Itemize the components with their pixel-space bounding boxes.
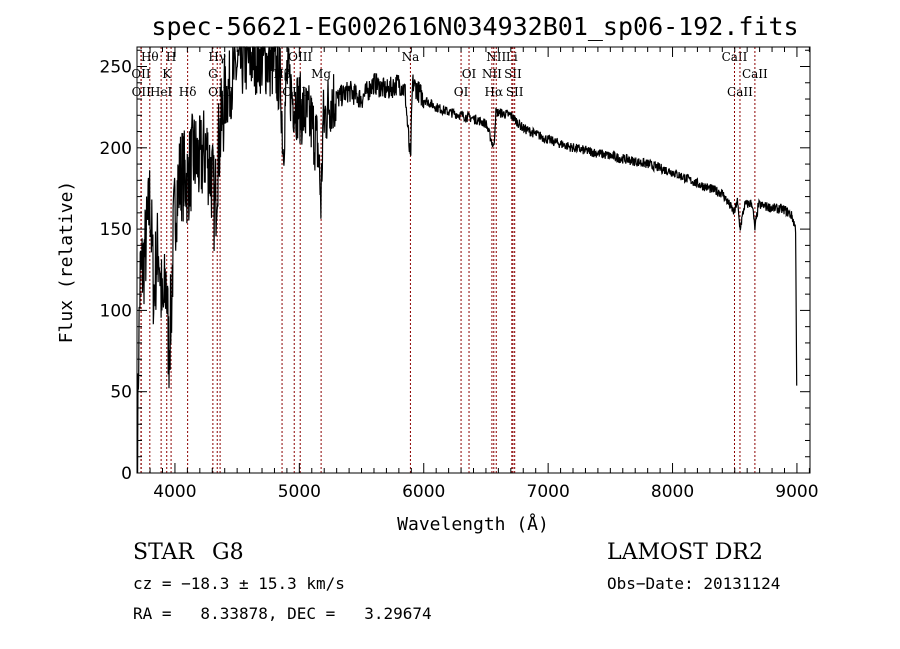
line-label: G [208, 67, 218, 81]
line-label: SII [504, 67, 522, 81]
x-axis-label: Wavelength (Å) [397, 513, 549, 535]
line-label: CaII [742, 67, 768, 81]
line-label: OI [462, 67, 477, 81]
line-label: NII [482, 67, 502, 81]
line-label: K [162, 67, 172, 81]
line-label: CaII [727, 85, 753, 99]
y-tick-label: 0 [121, 464, 132, 484]
redshift-cz: cz = −18.3 ± 15.3 km/s [133, 574, 345, 593]
x-tick-label: 7000 [527, 482, 570, 502]
line-label: CaII [722, 50, 748, 64]
y-tick-label: 150 [100, 220, 132, 240]
line-label: Hθ [141, 50, 159, 64]
y-axis-label: Flux (relative) [56, 181, 77, 344]
line-label: NII [486, 50, 506, 64]
line-label: OIII [288, 50, 312, 64]
chart-title: spec-56621-EG002616N034932B01_sp06-192.f… [151, 12, 798, 41]
line-label: Hα [484, 85, 503, 99]
line-label: Mg [311, 67, 331, 81]
line-label: Hγ [208, 50, 226, 64]
y-tick-label: 100 [100, 301, 132, 321]
y-tick-label: 250 [100, 58, 132, 78]
plot-frame [136, 46, 811, 474]
obs-date: Obs−Date: 20131124 [607, 574, 781, 593]
spectrum-line [137, 46, 798, 474]
x-tick-label: 9000 [775, 482, 818, 502]
x-tick-label: 6000 [402, 482, 445, 502]
object-subclass: G8 [212, 540, 244, 565]
x-tick-label: 8000 [651, 482, 694, 502]
ra-dec: RA = 8.33878, DEC = 3.29674 [133, 604, 432, 623]
y-tick-label: 200 [100, 139, 132, 159]
object-class: STAR [133, 540, 194, 565]
line-label: H [166, 50, 176, 64]
line-label: Na [402, 50, 420, 64]
line-label: SII [506, 85, 524, 99]
line-label: Li [506, 50, 518, 64]
line-label: OII [131, 67, 151, 81]
x-tick-label: 4000 [153, 482, 196, 502]
line-label: OII [132, 85, 152, 99]
survey-name: LAMOST DR2 [607, 540, 763, 565]
line-label: HeI [150, 85, 173, 99]
x-tick-label: 5000 [278, 482, 321, 502]
line-label: OI [454, 85, 469, 99]
spectrum-chart: spec-56621-EG002616N034932B01_sp06-192.f… [56, 12, 819, 535]
line-label: Hδ [179, 85, 197, 99]
y-tick-label: 50 [110, 383, 132, 403]
